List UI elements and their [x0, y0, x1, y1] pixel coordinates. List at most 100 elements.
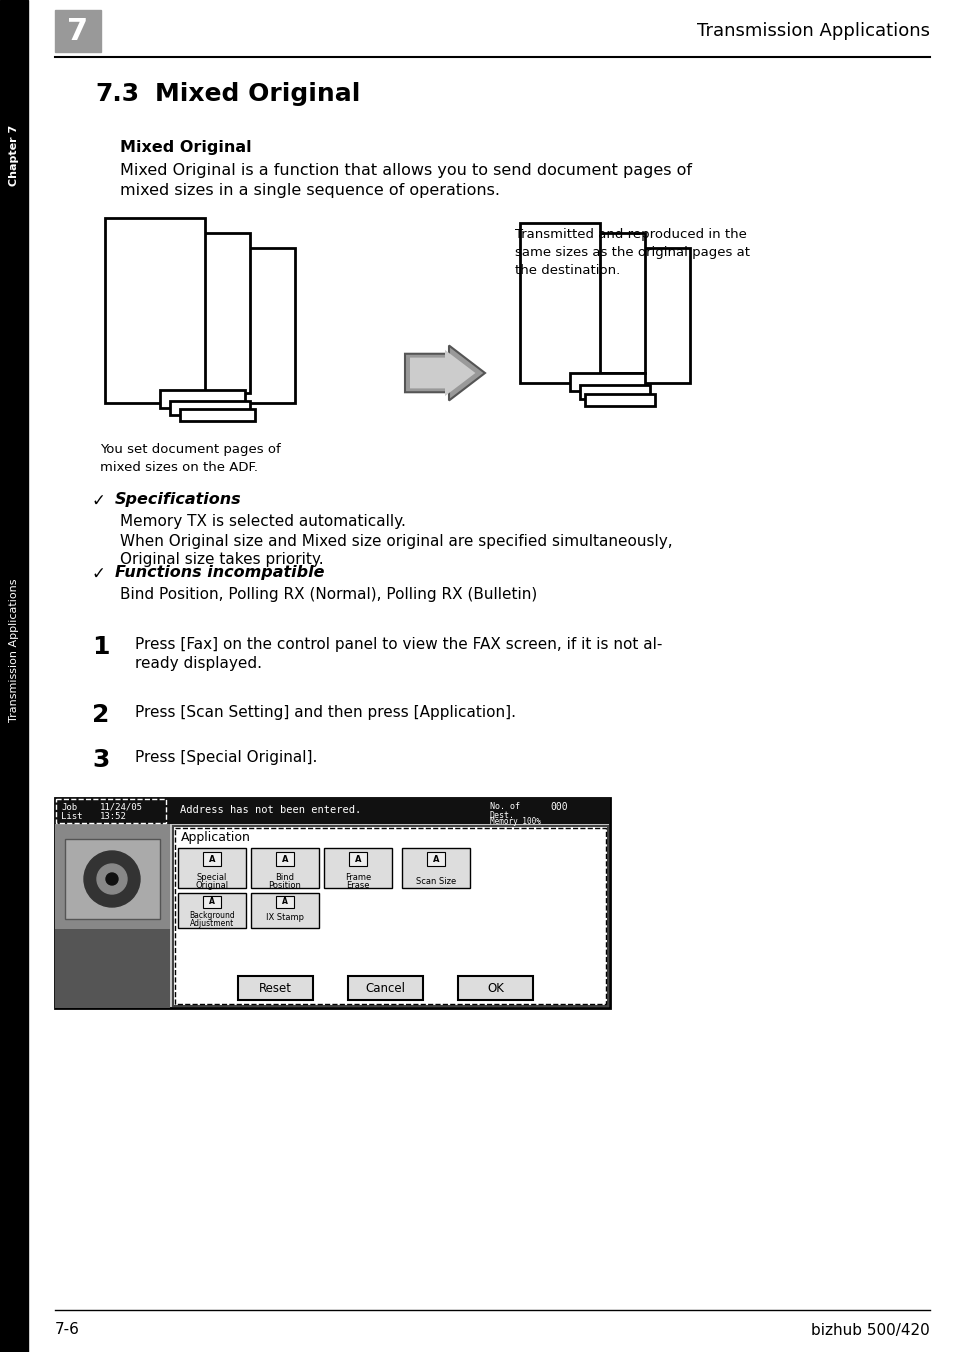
Text: Press [Scan Setting] and then press [Application].: Press [Scan Setting] and then press [App…	[135, 704, 516, 721]
Bar	[237, 976, 313, 1000]
Polygon shape	[410, 350, 475, 396]
Text: 11/24/05: 11/24/05	[100, 803, 143, 813]
Text: 2: 2	[91, 703, 110, 727]
Bar	[569, 373, 644, 391]
Text: When Original size and Mixed size original are specified simultaneously,: When Original size and Mixed size origin…	[120, 534, 672, 549]
Bar	[324, 848, 392, 888]
Text: A: A	[209, 898, 214, 906]
Text: Chapter 7: Chapter 7	[9, 124, 19, 185]
Text: Specifications: Specifications	[115, 492, 241, 507]
Bar	[56, 799, 166, 823]
Bar	[348, 976, 422, 1000]
Text: Bind Position, Polling RX (Normal), Polling RX (Bulletin): Bind Position, Polling RX (Normal), Poll…	[120, 587, 537, 602]
Text: No. of: No. of	[490, 802, 519, 811]
Bar	[55, 823, 170, 1009]
Bar	[65, 840, 160, 919]
Text: OK: OK	[487, 982, 503, 995]
Text: 1: 1	[91, 635, 110, 658]
Text: ✓: ✓	[91, 492, 106, 510]
Bar	[251, 848, 318, 888]
Bar	[251, 894, 318, 927]
Bar	[55, 9, 101, 51]
Text: Press [Fax] on the control panel to view the FAX screen, if it is not al-: Press [Fax] on the control panel to view…	[135, 637, 661, 652]
Text: Scan Size: Scan Size	[416, 876, 456, 886]
Text: same sizes as the original pages at: same sizes as the original pages at	[515, 246, 749, 260]
Text: Original: Original	[195, 880, 229, 890]
Text: Application: Application	[181, 831, 251, 845]
Text: Reset: Reset	[258, 982, 292, 995]
Text: List: List	[61, 813, 82, 821]
Text: Transmission Applications: Transmission Applications	[697, 22, 929, 41]
Text: A: A	[355, 854, 361, 864]
Text: IX Stamp: IX Stamp	[266, 914, 304, 922]
Text: Mixed Original: Mixed Original	[120, 141, 252, 155]
Text: Frame: Frame	[345, 872, 371, 882]
Bar	[349, 852, 367, 867]
Text: Address has not been entered.: Address has not been entered.	[180, 804, 361, 815]
Bar	[170, 402, 250, 415]
Bar	[55, 929, 170, 1009]
Text: Mixed Original is a function that allows you to send document pages of: Mixed Original is a function that allows…	[120, 164, 691, 178]
Text: Bind: Bind	[275, 872, 294, 882]
Text: ready displayed.: ready displayed.	[135, 656, 262, 671]
Text: Special: Special	[196, 872, 227, 882]
Bar	[160, 389, 245, 408]
Text: Transmitted and reproduced in the: Transmitted and reproduced in the	[515, 228, 746, 241]
Text: A: A	[282, 898, 288, 906]
Text: Position: Position	[269, 880, 301, 890]
Text: Transmission Applications: Transmission Applications	[9, 579, 19, 722]
Bar	[172, 826, 607, 1006]
Bar	[401, 848, 470, 888]
Bar	[178, 894, 246, 927]
Text: Mixed Original: Mixed Original	[154, 82, 360, 105]
Text: mixed sizes in a single sequence of operations.: mixed sizes in a single sequence of oper…	[120, 183, 499, 197]
Bar	[564, 233, 644, 373]
Text: 7.3: 7.3	[95, 82, 139, 105]
Bar	[427, 852, 444, 867]
Circle shape	[106, 873, 118, 886]
Text: Memory 100%: Memory 100%	[490, 817, 540, 826]
Text: ✓: ✓	[91, 565, 106, 583]
Bar	[105, 218, 205, 403]
Bar	[178, 848, 246, 888]
Bar	[579, 385, 649, 399]
Bar	[457, 976, 533, 1000]
Text: A: A	[209, 854, 215, 864]
Text: Job: Job	[61, 803, 77, 813]
Text: Dest.: Dest.	[490, 811, 515, 821]
Text: Adjustment: Adjustment	[190, 918, 233, 927]
Text: You set document pages of: You set document pages of	[100, 443, 280, 456]
Text: Erase: Erase	[346, 880, 370, 890]
Text: Memory TX is selected automatically.: Memory TX is selected automatically.	[120, 514, 405, 529]
Text: bizhub 500/420: bizhub 500/420	[810, 1322, 929, 1337]
Bar	[275, 852, 294, 867]
Bar	[275, 896, 294, 909]
Bar	[519, 223, 599, 383]
Text: Press [Special Original].: Press [Special Original].	[135, 750, 317, 765]
Bar	[203, 896, 221, 909]
Bar	[180, 410, 254, 420]
Bar	[0, 0, 28, 1352]
Circle shape	[97, 864, 127, 894]
Text: 7-6: 7-6	[55, 1322, 80, 1337]
Bar	[194, 247, 294, 403]
Bar	[174, 827, 605, 1005]
Text: 7: 7	[68, 16, 89, 46]
Text: A: A	[433, 854, 438, 864]
Circle shape	[84, 850, 140, 907]
Text: A: A	[281, 854, 288, 864]
Text: Original size takes priority.: Original size takes priority.	[120, 552, 323, 566]
Text: 3: 3	[91, 748, 110, 772]
Text: the destination.: the destination.	[515, 264, 619, 277]
Bar	[203, 852, 221, 867]
Polygon shape	[405, 346, 484, 400]
Bar	[609, 247, 689, 383]
Text: Background: Background	[189, 910, 234, 919]
Text: Cancel: Cancel	[365, 982, 405, 995]
Bar	[55, 798, 609, 823]
Text: Functions incompatible: Functions incompatible	[115, 565, 324, 580]
Bar	[150, 233, 250, 393]
Bar	[584, 393, 655, 406]
Text: mixed sizes on the ADF.: mixed sizes on the ADF.	[100, 461, 257, 475]
Bar	[55, 798, 609, 1009]
